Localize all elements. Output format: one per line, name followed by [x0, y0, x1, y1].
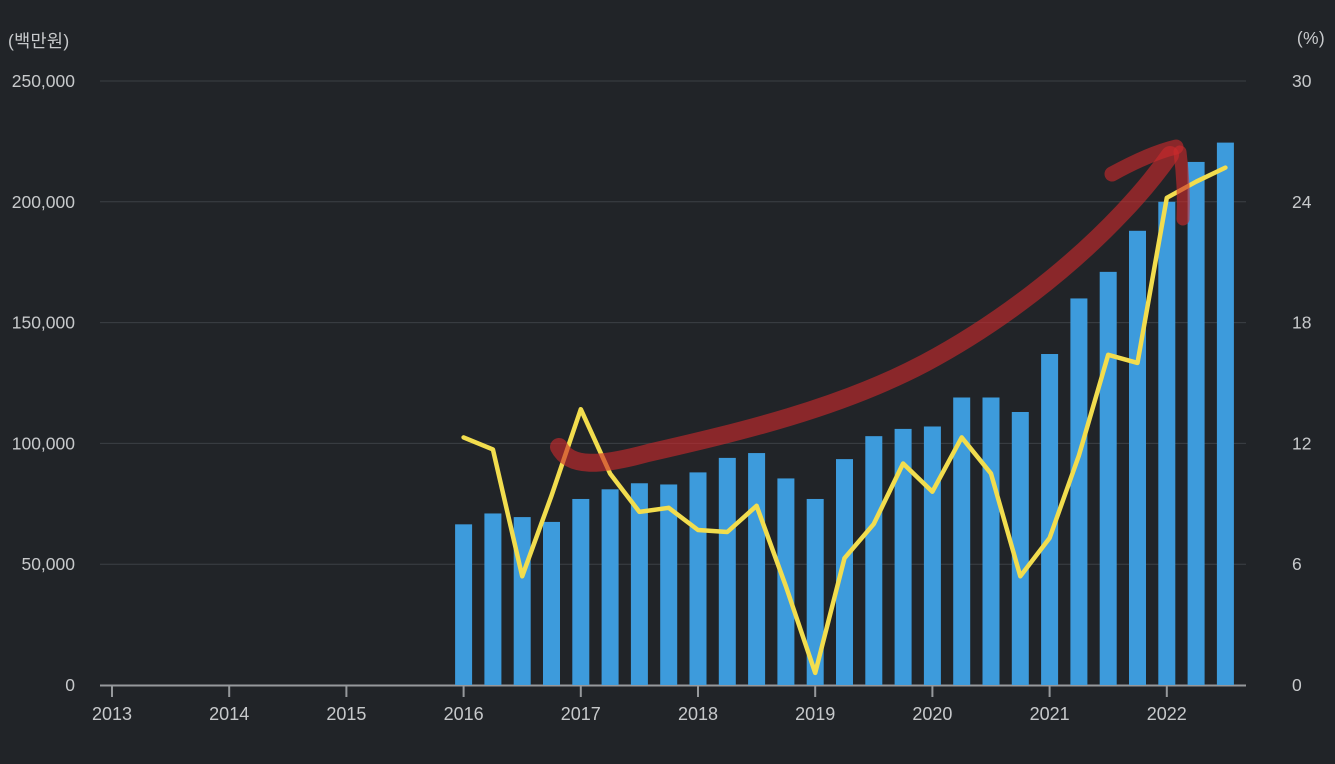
red-arrow-wing-down	[1173, 145, 1190, 226]
bar	[630, 483, 648, 685]
bar	[1041, 354, 1059, 685]
left-axis-tick-label: 50,000	[21, 554, 75, 574]
bar	[894, 428, 912, 685]
x-axis-tick-label: 2015	[326, 704, 366, 724]
bar	[836, 459, 853, 685]
bar	[923, 426, 941, 685]
x-axis-tick-label: 2017	[561, 704, 601, 724]
x-axis-tick-label: 2013	[92, 704, 132, 724]
x-axis-tick-label: 2018	[678, 704, 718, 724]
left-axis-tick-label: 150,000	[12, 313, 76, 333]
right-axis-unit-label: (%)	[1296, 28, 1325, 48]
right-axis-tick-label: 0	[1292, 675, 1302, 695]
right-axis-tick-label: 12	[1292, 433, 1311, 453]
bar	[660, 484, 678, 685]
bar	[543, 521, 560, 685]
bar	[806, 498, 824, 685]
bar	[689, 472, 707, 685]
bar	[953, 397, 971, 685]
bar	[455, 524, 473, 685]
bar	[865, 436, 883, 685]
left-axis-tick-label: 200,000	[12, 192, 76, 212]
bar	[484, 513, 502, 685]
bar	[1187, 161, 1205, 685]
right-axis-tick-label: 30	[1292, 71, 1312, 91]
bar	[748, 453, 766, 685]
red-arrow-wing-left	[1104, 139, 1184, 182]
trend-line	[461, 165, 1228, 676]
red-arrow-shaft	[550, 146, 1179, 472]
right-axis-tick-label: 18	[1292, 313, 1311, 333]
bar	[982, 397, 1000, 685]
bar	[572, 498, 590, 685]
right-axis-tick-label: 6	[1292, 554, 1302, 574]
x-axis-tick-label: 2019	[795, 704, 835, 724]
x-axis-tick-label: 2020	[912, 704, 952, 724]
bar	[1129, 230, 1146, 686]
left-axis-tick-label: 0	[65, 675, 75, 695]
bar	[1070, 298, 1088, 685]
bar	[718, 457, 736, 685]
bar	[1216, 142, 1234, 685]
left-axis-unit-label: (백만원)	[8, 31, 70, 51]
bar	[1099, 271, 1117, 685]
x-axis-tick-label: 2016	[444, 704, 484, 724]
x-axis-tick-label: 2021	[1030, 704, 1070, 724]
bar	[1158, 201, 1176, 686]
bar	[601, 489, 619, 685]
right-axis-tick-label: 24	[1292, 192, 1312, 212]
x-axis-tick-label: 2022	[1147, 704, 1187, 724]
bar	[1011, 411, 1029, 685]
x-axis-tick-label: 2014	[209, 704, 249, 724]
left-axis-tick-label: 100,000	[12, 433, 76, 453]
left-axis-tick-label: 250,000	[12, 71, 76, 91]
